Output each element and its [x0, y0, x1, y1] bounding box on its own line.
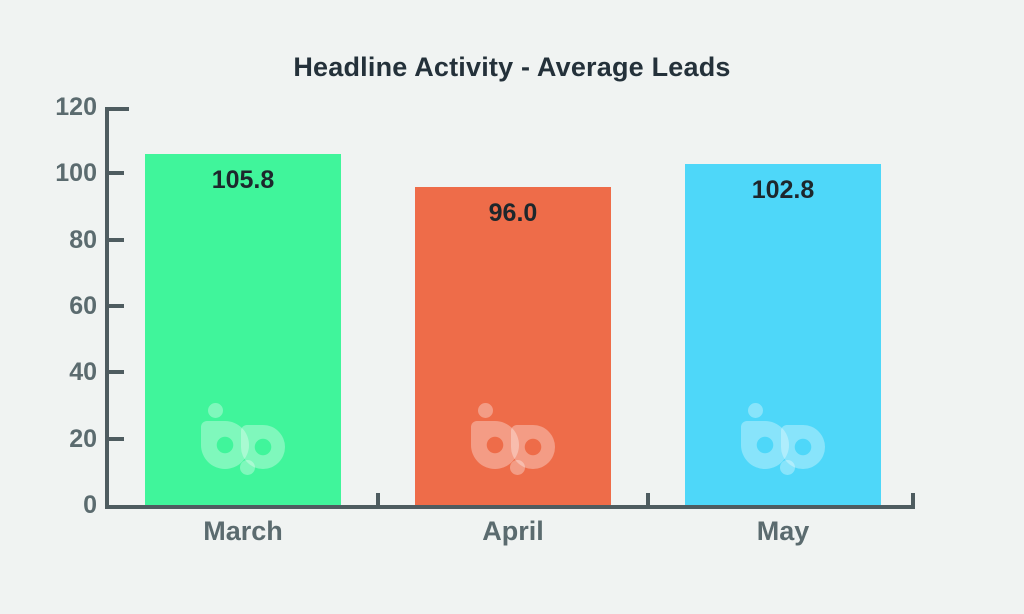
y-tick-mark — [109, 436, 124, 441]
x-category-label-april: April — [482, 516, 544, 546]
watermark-dot-bottom — [510, 460, 525, 475]
watermark-dot-top — [478, 403, 493, 418]
watermark-b-glyph — [471, 421, 519, 469]
watermark-b-glyph — [201, 421, 249, 469]
chart-title: Headline Activity - Average Leads — [293, 52, 731, 82]
x-axis-line — [105, 505, 915, 509]
bar-value-label: 96.0 — [488, 199, 538, 227]
y-tick-label: 40 — [69, 358, 97, 387]
x-category-label-may: May — [756, 516, 810, 546]
x-tick-mark — [646, 493, 650, 507]
x-category-label-march: March — [203, 516, 283, 546]
watermark-b-glyph — [741, 421, 789, 469]
bar-april: 96.0 — [415, 187, 611, 505]
y-tick-label: 60 — [69, 292, 97, 320]
y-tick-mark — [109, 370, 124, 375]
bp-logo-watermark-icon — [471, 403, 555, 475]
y-tick-label: 120 — [55, 93, 97, 121]
watermark-p-glyph — [781, 425, 825, 469]
x-axis-end-tick — [911, 493, 915, 507]
watermark-p-glyph — [241, 425, 285, 469]
watermark-dot-bottom — [780, 460, 795, 475]
y-tick-label: 80 — [69, 225, 97, 254]
bar-value-label: 105.8 — [211, 166, 275, 194]
x-tick-mark — [376, 493, 380, 507]
watermark-dot-top — [208, 403, 223, 418]
y-axis-line — [105, 107, 109, 509]
y-tick-mark — [109, 171, 124, 176]
bp-logo-watermark-icon — [741, 403, 825, 475]
y-tick-mark — [109, 237, 124, 242]
y-tick-label: 20 — [69, 424, 97, 453]
y-tick-mark — [109, 304, 124, 308]
watermark-dot-top — [748, 403, 763, 418]
y-tick-label: 100 — [55, 159, 97, 188]
bar-march: 105.8 — [145, 154, 341, 505]
bp-logo-watermark-icon — [201, 403, 285, 475]
y-tick-label: 0 — [83, 491, 97, 519]
y-axis-top-tick — [105, 107, 129, 111]
bar-value-label: 102.8 — [751, 176, 815, 204]
bar-may: 102.8 — [685, 164, 881, 505]
watermark-p-glyph — [511, 425, 555, 469]
watermark-dot-bottom — [240, 460, 255, 475]
